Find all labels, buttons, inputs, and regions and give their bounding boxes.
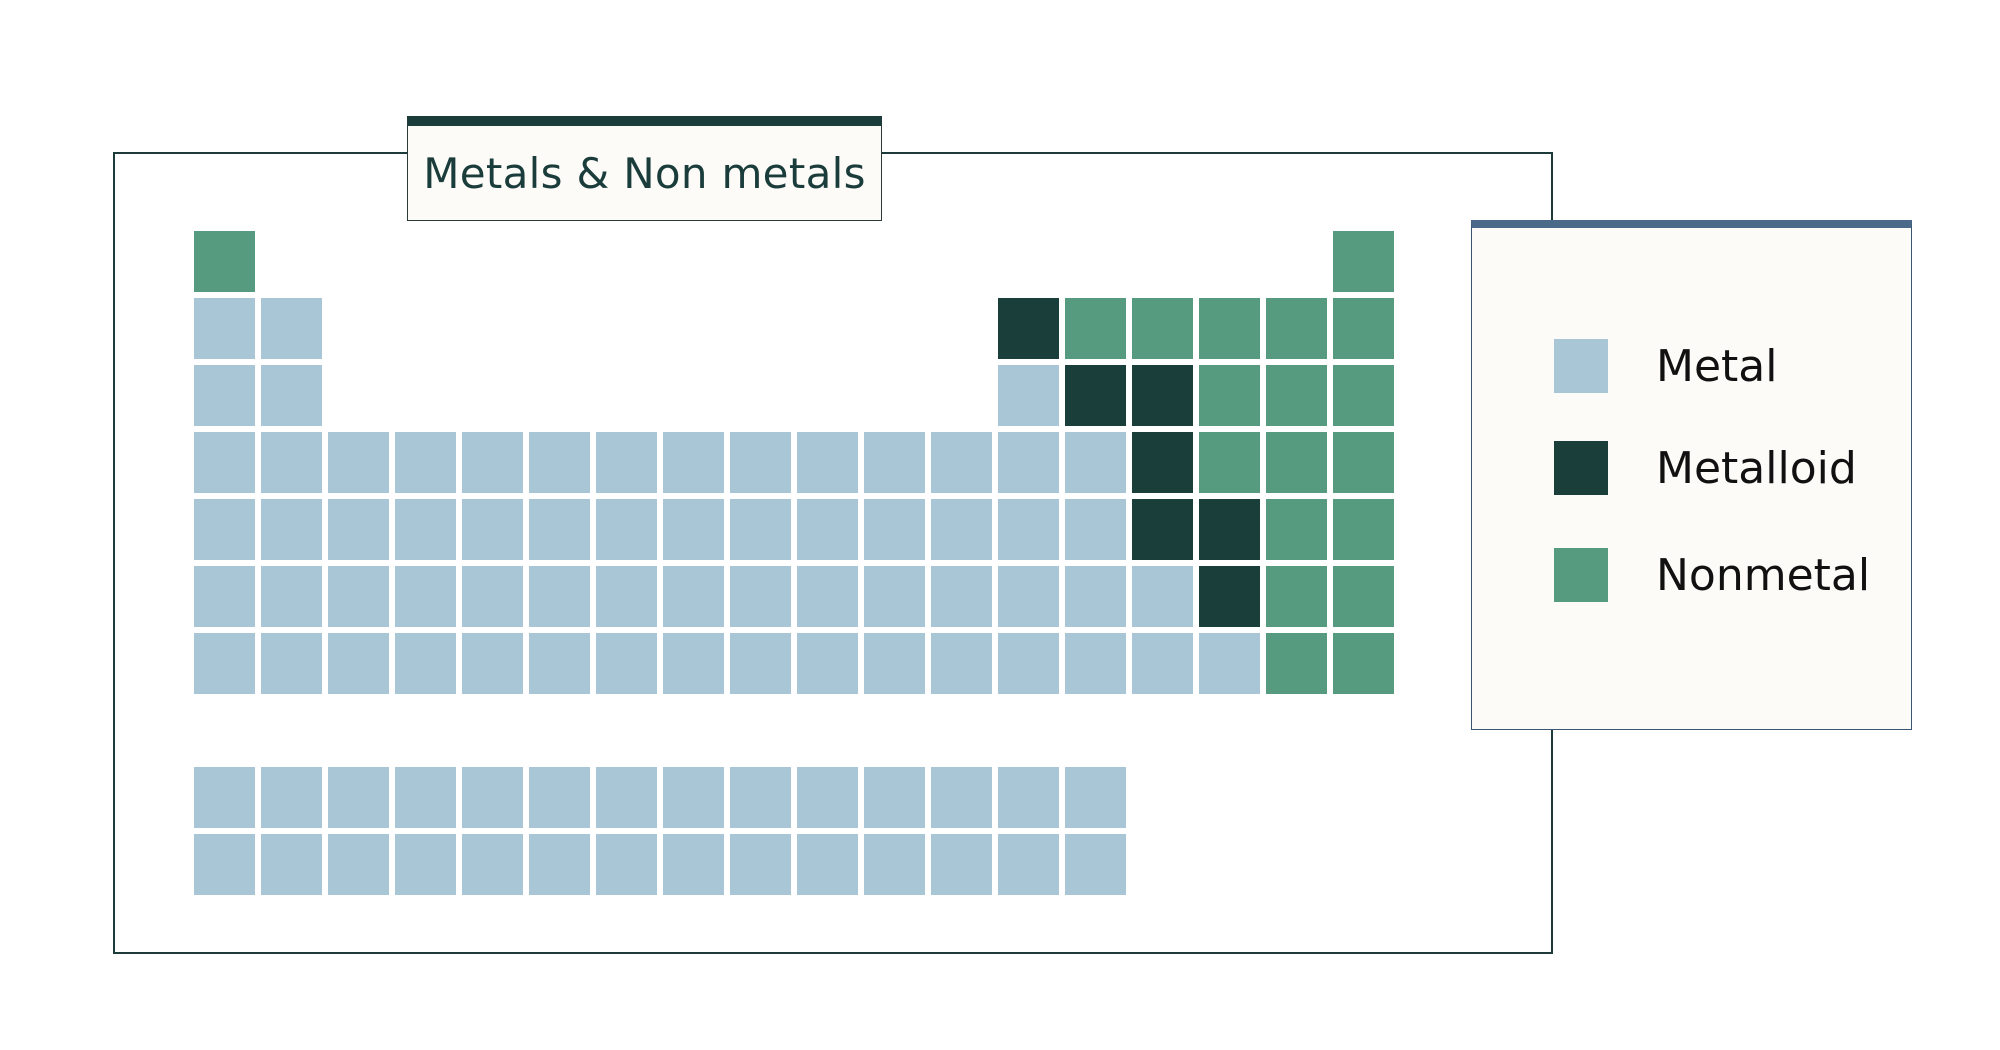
- title-tab: Metals & Non metals: [407, 116, 882, 221]
- diagram-title: Metals & Non metals: [423, 148, 866, 198]
- periodic-table-frame: [113, 152, 1553, 954]
- legend-swatch-nonmetal: [1554, 548, 1608, 602]
- legend-swatch-metalloid: [1554, 441, 1608, 495]
- legend-item-metal: Metal: [1554, 336, 1777, 396]
- legend-label-nonmetal: Nonmetal: [1656, 549, 1871, 601]
- legend-label-metal: Metal: [1656, 340, 1778, 392]
- legend-item-nonmetal: Nonmetal: [1554, 545, 1870, 605]
- legend-swatch-metal: [1554, 339, 1608, 393]
- legend: Metal Metalloid Nonmetal: [1471, 220, 1912, 730]
- legend-item-metalloid: Metalloid: [1554, 438, 1857, 498]
- legend-label-metalloid: Metalloid: [1656, 442, 1857, 494]
